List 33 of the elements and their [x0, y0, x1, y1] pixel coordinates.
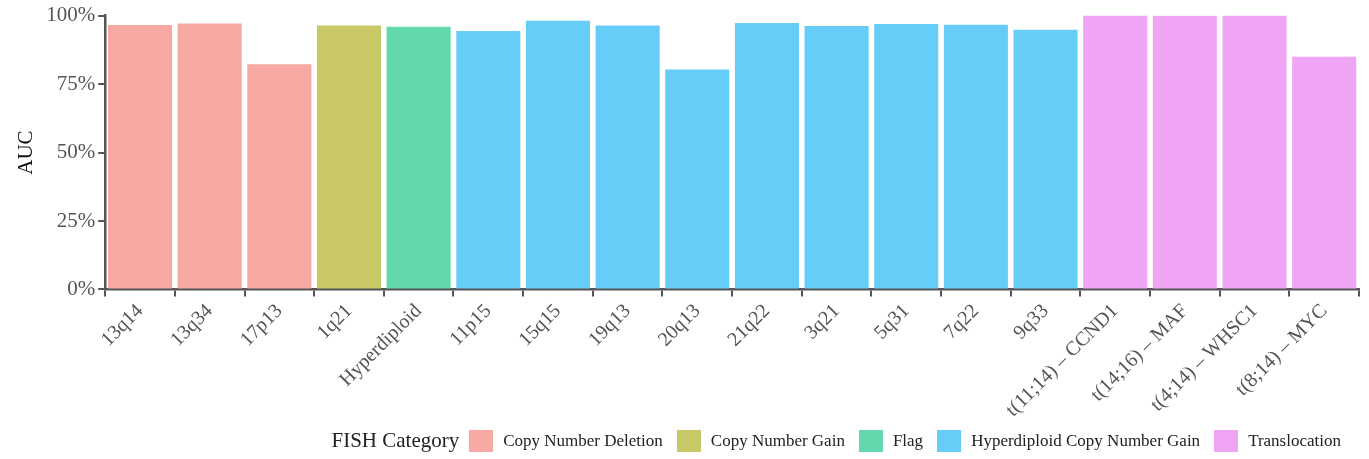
- y-tick-label: 100%: [46, 2, 96, 27]
- bar: [1013, 29, 1078, 289]
- y-tick-label: 25%: [56, 207, 96, 232]
- bar: [386, 26, 451, 289]
- bar: [247, 64, 312, 289]
- bar: [1152, 15, 1217, 289]
- legend-title: FISH Category: [331, 428, 460, 453]
- bar: [1292, 56, 1357, 289]
- bar: [804, 26, 869, 289]
- bar: [665, 69, 730, 289]
- bar: [177, 23, 242, 289]
- bar: [595, 25, 660, 289]
- x-tick-label: 7q22: [938, 298, 984, 344]
- y-axis-title: AUC: [13, 130, 38, 175]
- bar: [1222, 15, 1287, 289]
- bar: [1083, 15, 1148, 289]
- legend-label: Copy Number Deletion: [503, 430, 663, 451]
- x-tick-label: 3q21: [799, 298, 844, 344]
- x-tick-label: 5q31: [868, 298, 914, 344]
- bar: [525, 20, 590, 289]
- y-tick-label: 75%: [56, 70, 96, 95]
- y-tick-label: 50%: [56, 139, 96, 164]
- bar: [107, 24, 173, 289]
- bar: [316, 25, 382, 289]
- legend-label: Hyperdiploid Copy Number Gain: [971, 430, 1201, 451]
- bar: [734, 23, 799, 289]
- legend-label: Copy Number Gain: [710, 430, 845, 451]
- y-tick-label: 0%: [67, 276, 96, 300]
- bar: [874, 24, 939, 289]
- bar: [456, 30, 521, 289]
- legend-label: Translocation: [1248, 430, 1341, 451]
- legend-label: Flag: [892, 430, 924, 451]
- bar: [943, 24, 1008, 289]
